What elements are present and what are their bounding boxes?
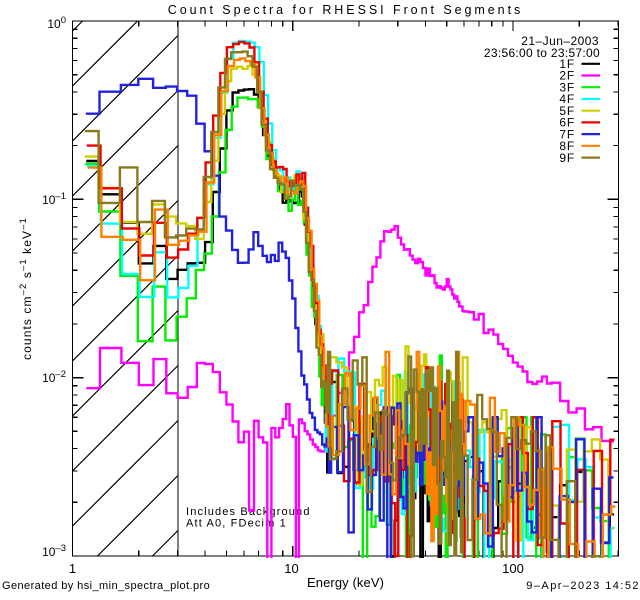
svg-text:23:56:00 to 23:57:00: 23:56:00 to 23:57:00 xyxy=(484,46,600,60)
svg-text:Count Spectra for RHESSI Front: Count Spectra for RHESSI Front Segments xyxy=(168,3,523,17)
svg-text:2F: 2F xyxy=(559,69,575,83)
svg-text:21–Jun–2003: 21–Jun–2003 xyxy=(521,34,599,48)
svg-text:1: 1 xyxy=(69,561,76,576)
svg-text:Att A0, FDecim 1: Att A0, FDecim 1 xyxy=(186,518,287,530)
svg-text:counts cm–2 s–1 keV–1: counts cm–2 s–1 keV–1 xyxy=(18,217,34,360)
svg-text:9F: 9F xyxy=(559,151,575,165)
svg-text:3F: 3F xyxy=(559,80,575,94)
svg-text:4F: 4F xyxy=(559,92,575,106)
svg-text:Generated by hsi_min_spectra_p: Generated by hsi_min_spectra_plot.pro xyxy=(2,580,210,592)
svg-text:Includes Background: Includes Background xyxy=(186,506,311,518)
svg-text:100: 100 xyxy=(502,561,524,576)
svg-text:Energy (keV): Energy (keV) xyxy=(307,575,384,590)
svg-text:1F: 1F xyxy=(559,57,575,71)
svg-text:7F: 7F xyxy=(559,127,575,141)
svg-text:10: 10 xyxy=(284,561,298,576)
svg-text:9–Apr–2023 14:52: 9–Apr–2023 14:52 xyxy=(526,580,640,592)
svg-text:8F: 8F xyxy=(559,139,575,153)
svg-text:5F: 5F xyxy=(559,104,575,118)
svg-text:6F: 6F xyxy=(559,116,575,130)
